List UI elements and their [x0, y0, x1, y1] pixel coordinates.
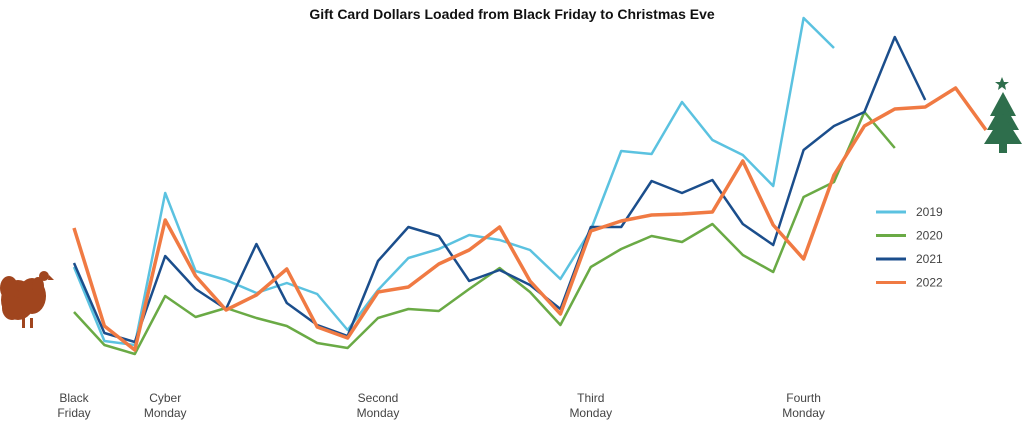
turkey-icon — [0, 271, 54, 328]
series-line-2020 — [73, 110, 896, 356]
x-tick-label: Cyber Monday — [144, 391, 187, 420]
christmas-tree-icon — [984, 77, 1022, 153]
series-line-2019 — [72, 16, 835, 347]
legend-label: 2019 — [916, 205, 943, 219]
x-tick-label: Fourth Monday — [782, 391, 825, 420]
legend-label: 2021 — [916, 252, 943, 266]
x-tick-label: Second Monday — [357, 391, 400, 420]
legend-entry-2022: 2022 — [876, 276, 943, 290]
legend-label: 2022 — [916, 276, 943, 290]
chart-title: Gift Card Dollars Loaded from Black Frid… — [309, 6, 715, 22]
series-line-2021 — [72, 35, 927, 344]
legend-label: 2020 — [916, 229, 943, 243]
x-tick-label: Third Monday — [569, 391, 612, 420]
x-tick-label: Black Friday — [57, 391, 90, 420]
legend-entry-2020: 2020 — [876, 229, 943, 243]
series-line-2022 — [72, 86, 988, 352]
legend-entry-2021: 2021 — [876, 252, 943, 266]
legend-entry-2019: 2019 — [876, 205, 943, 219]
